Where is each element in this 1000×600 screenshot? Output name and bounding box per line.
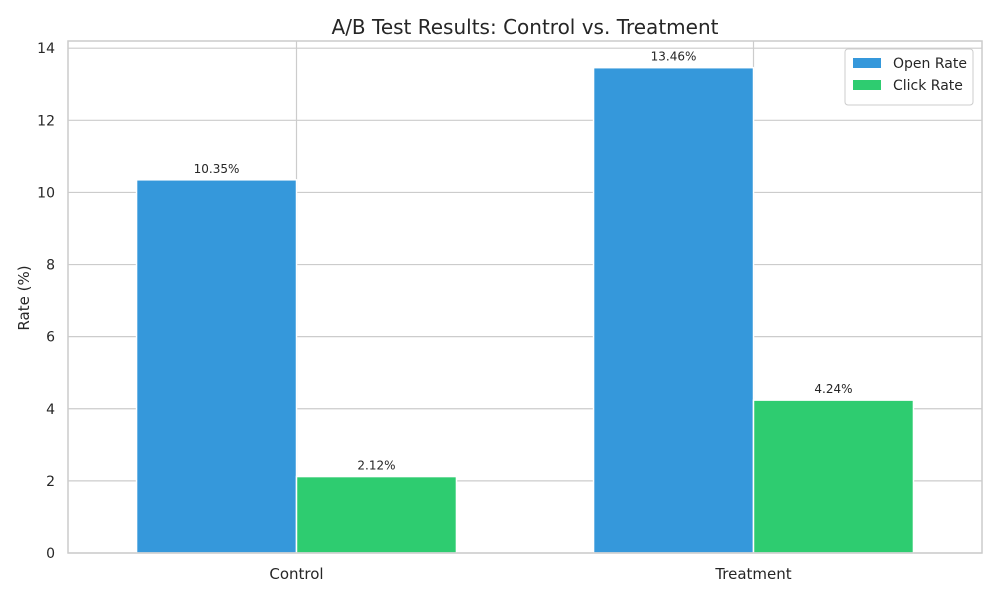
bar-click-rate: [752, 399, 915, 554]
y-tick-label: 8: [46, 258, 55, 274]
y-axis: 0 2 4 6 8 10 12 14: [37, 41, 55, 562]
bar-open-rate: [592, 66, 755, 554]
bars-layer: [135, 66, 915, 554]
bar-open-rate: [135, 179, 298, 554]
chart-title: A/B Test Results: Control vs. Treatment: [332, 15, 719, 39]
bar-value-label: 13.46%: [651, 50, 697, 64]
plot-frame: [67, 40, 983, 554]
legend-label: Click Rate: [893, 78, 963, 94]
x-tick-label: Treatment: [714, 565, 791, 583]
legend-swatch: [853, 80, 881, 90]
bar-value-label: 2.12%: [357, 459, 395, 473]
y-tick-label: 14: [37, 41, 55, 57]
bar-click-rate: [295, 475, 458, 554]
legend-label: Open Rate: [893, 56, 967, 72]
y-tick-label: 2: [46, 474, 55, 490]
y-tick-label: 10: [37, 185, 55, 201]
bar-value-label: 10.35%: [194, 162, 240, 176]
y-tick-label: 12: [37, 113, 55, 129]
x-axis: Control Treatment: [269, 565, 791, 583]
legend: Open Rate Click Rate: [844, 48, 974, 106]
x-tick-label: Control: [269, 565, 323, 583]
y-tick-label: 4: [46, 402, 55, 418]
legend-swatch: [853, 58, 881, 68]
labels-layer: 10.35% 13.46% 2.12% 4.24%: [194, 50, 853, 473]
y-axis-label: Rate (%): [15, 265, 33, 330]
y-tick-label: 0: [46, 546, 55, 562]
bar-value-label: 4.24%: [814, 382, 852, 396]
y-tick-label: 6: [46, 330, 55, 346]
